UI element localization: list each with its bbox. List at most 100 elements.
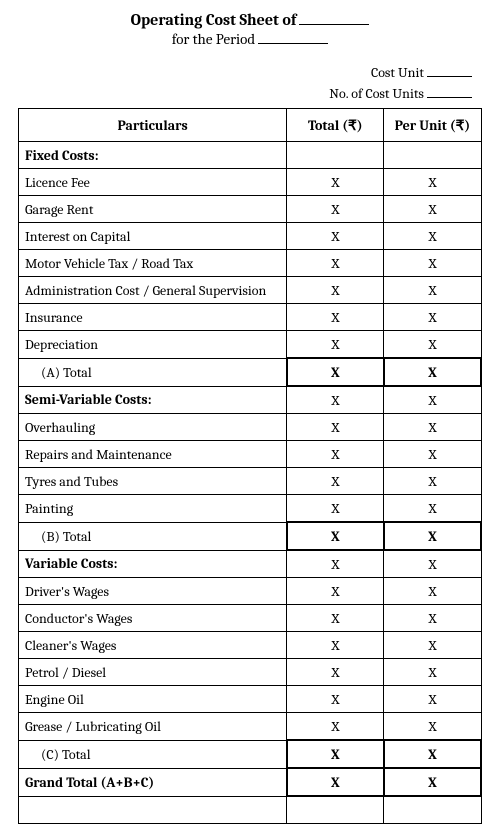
cell-value: X	[384, 277, 481, 304]
cell-value: X	[384, 358, 481, 386]
table-row: (B) TotalXX	[19, 522, 482, 550]
cell-value: X	[287, 441, 384, 468]
cell-label: Semi-Variable Costs:	[19, 386, 287, 414]
no-units-label: No. of Cost Units	[329, 85, 424, 102]
cell-value: X	[287, 686, 384, 713]
table-row: InsuranceXX	[19, 304, 482, 331]
table-row: Cleaner's WagesXX	[19, 632, 482, 659]
title-block: Operating Cost Sheet of for the Period	[18, 10, 482, 48]
cell-label: Overhauling	[19, 414, 287, 441]
cell-label: Variable Costs:	[19, 550, 287, 578]
table-row: Grease / Lubricating OilXX	[19, 713, 482, 741]
cell-value: X	[384, 441, 481, 468]
col-particulars: Particulars	[19, 109, 287, 142]
cell-label: Licence Fee	[19, 169, 287, 196]
cell-value	[287, 796, 384, 824]
cell-value: X	[384, 578, 481, 605]
table-row: Garage RentXX	[19, 196, 482, 223]
title-prefix: Operating Cost Sheet of	[131, 11, 297, 29]
cell-value: X	[287, 578, 384, 605]
table-row: Interest on CapitalXX	[19, 223, 482, 250]
subtitle-blank	[258, 29, 328, 44]
table-row: Tyres and TubesXX	[19, 468, 482, 495]
cell-label: Engine Oil	[19, 686, 287, 713]
cell-label: Grease / Lubricating Oil	[19, 713, 287, 741]
table-row: DepreciationXX	[19, 331, 482, 359]
cell-value: X	[384, 223, 481, 250]
table-row: PaintingXX	[19, 495, 482, 523]
header-row: Particulars Total (₹) Per Unit (₹)	[19, 109, 482, 142]
cell-value: X	[384, 550, 481, 578]
cell-value: X	[384, 686, 481, 713]
cell-value: X	[287, 331, 384, 359]
cell-value: X	[287, 768, 384, 796]
cell-label: Petrol / Diesel	[19, 659, 287, 686]
table-row: Repairs and MaintenanceXX	[19, 441, 482, 468]
col-total: Total (₹)	[287, 109, 384, 142]
cost-unit-blank	[427, 62, 472, 77]
table-row: Fixed Costs:	[19, 142, 482, 169]
cell-value: X	[287, 522, 384, 550]
cell-value: X	[287, 414, 384, 441]
cell-label	[19, 796, 287, 824]
table-row: Petrol / DieselXX	[19, 659, 482, 686]
table-row: (A) TotalXX	[19, 358, 482, 386]
table-row	[19, 796, 482, 824]
cell-label: Garage Rent	[19, 196, 287, 223]
cell-value: X	[287, 223, 384, 250]
cell-value: X	[384, 522, 481, 550]
table-row: (C) TotalXX	[19, 740, 482, 768]
cell-label: Depreciation	[19, 331, 287, 359]
cell-value: X	[287, 495, 384, 523]
col-per-unit: Per Unit (₹)	[384, 109, 481, 142]
table-row: Administration Cost / General Supervisio…	[19, 277, 482, 304]
cell-label: Cleaner's Wages	[19, 632, 287, 659]
cell-value: X	[287, 250, 384, 277]
subtitle-prefix: for the Period	[172, 30, 255, 48]
cell-value: X	[287, 169, 384, 196]
table-row: Licence FeeXX	[19, 169, 482, 196]
cell-value: X	[287, 632, 384, 659]
cell-value: X	[287, 605, 384, 632]
cell-value: X	[287, 468, 384, 495]
cell-label: (B) Total	[19, 522, 287, 550]
cell-value: X	[384, 659, 481, 686]
cell-label: Repairs and Maintenance	[19, 441, 287, 468]
cell-value: X	[287, 713, 384, 741]
cell-label: Conductor's Wages	[19, 605, 287, 632]
cell-value: X	[384, 605, 481, 632]
table-row: Grand Total (A+B+C)XX	[19, 768, 482, 796]
cell-value: X	[287, 277, 384, 304]
cell-value: X	[384, 169, 481, 196]
cell-label: Insurance	[19, 304, 287, 331]
cell-value	[287, 142, 384, 169]
table-row: Semi-Variable Costs:XX	[19, 386, 482, 414]
table-row: Conductor's WagesXX	[19, 605, 482, 632]
cell-value: X	[287, 386, 384, 414]
cell-label: Painting	[19, 495, 287, 523]
cell-label: Motor Vehicle Tax / Road Tax	[19, 250, 287, 277]
cell-value: X	[384, 768, 481, 796]
cell-value: X	[287, 304, 384, 331]
cell-value: X	[384, 468, 481, 495]
table-row: Engine OilXX	[19, 686, 482, 713]
cell-value: X	[384, 713, 481, 741]
cell-label: (A) Total	[19, 358, 287, 386]
meta-block: Cost Unit No. of Cost Units	[18, 62, 472, 104]
cost-sheet-table: Particulars Total (₹) Per Unit (₹) Fixed…	[18, 108, 482, 824]
cell-label: Fixed Costs:	[19, 142, 287, 169]
table-row: Variable Costs:XX	[19, 550, 482, 578]
cell-label: (C) Total	[19, 740, 287, 768]
cell-value	[384, 142, 481, 169]
cell-value: X	[287, 740, 384, 768]
no-units-blank	[427, 83, 472, 98]
cell-value	[384, 796, 481, 824]
cell-label: Driver's Wages	[19, 578, 287, 605]
table-row: OverhaulingXX	[19, 414, 482, 441]
table-row: Driver's WagesXX	[19, 578, 482, 605]
cell-value: X	[287, 358, 384, 386]
cell-value: X	[384, 740, 481, 768]
cell-value: X	[384, 250, 481, 277]
cost-unit-label: Cost Unit	[371, 64, 424, 81]
cell-label: Tyres and Tubes	[19, 468, 287, 495]
